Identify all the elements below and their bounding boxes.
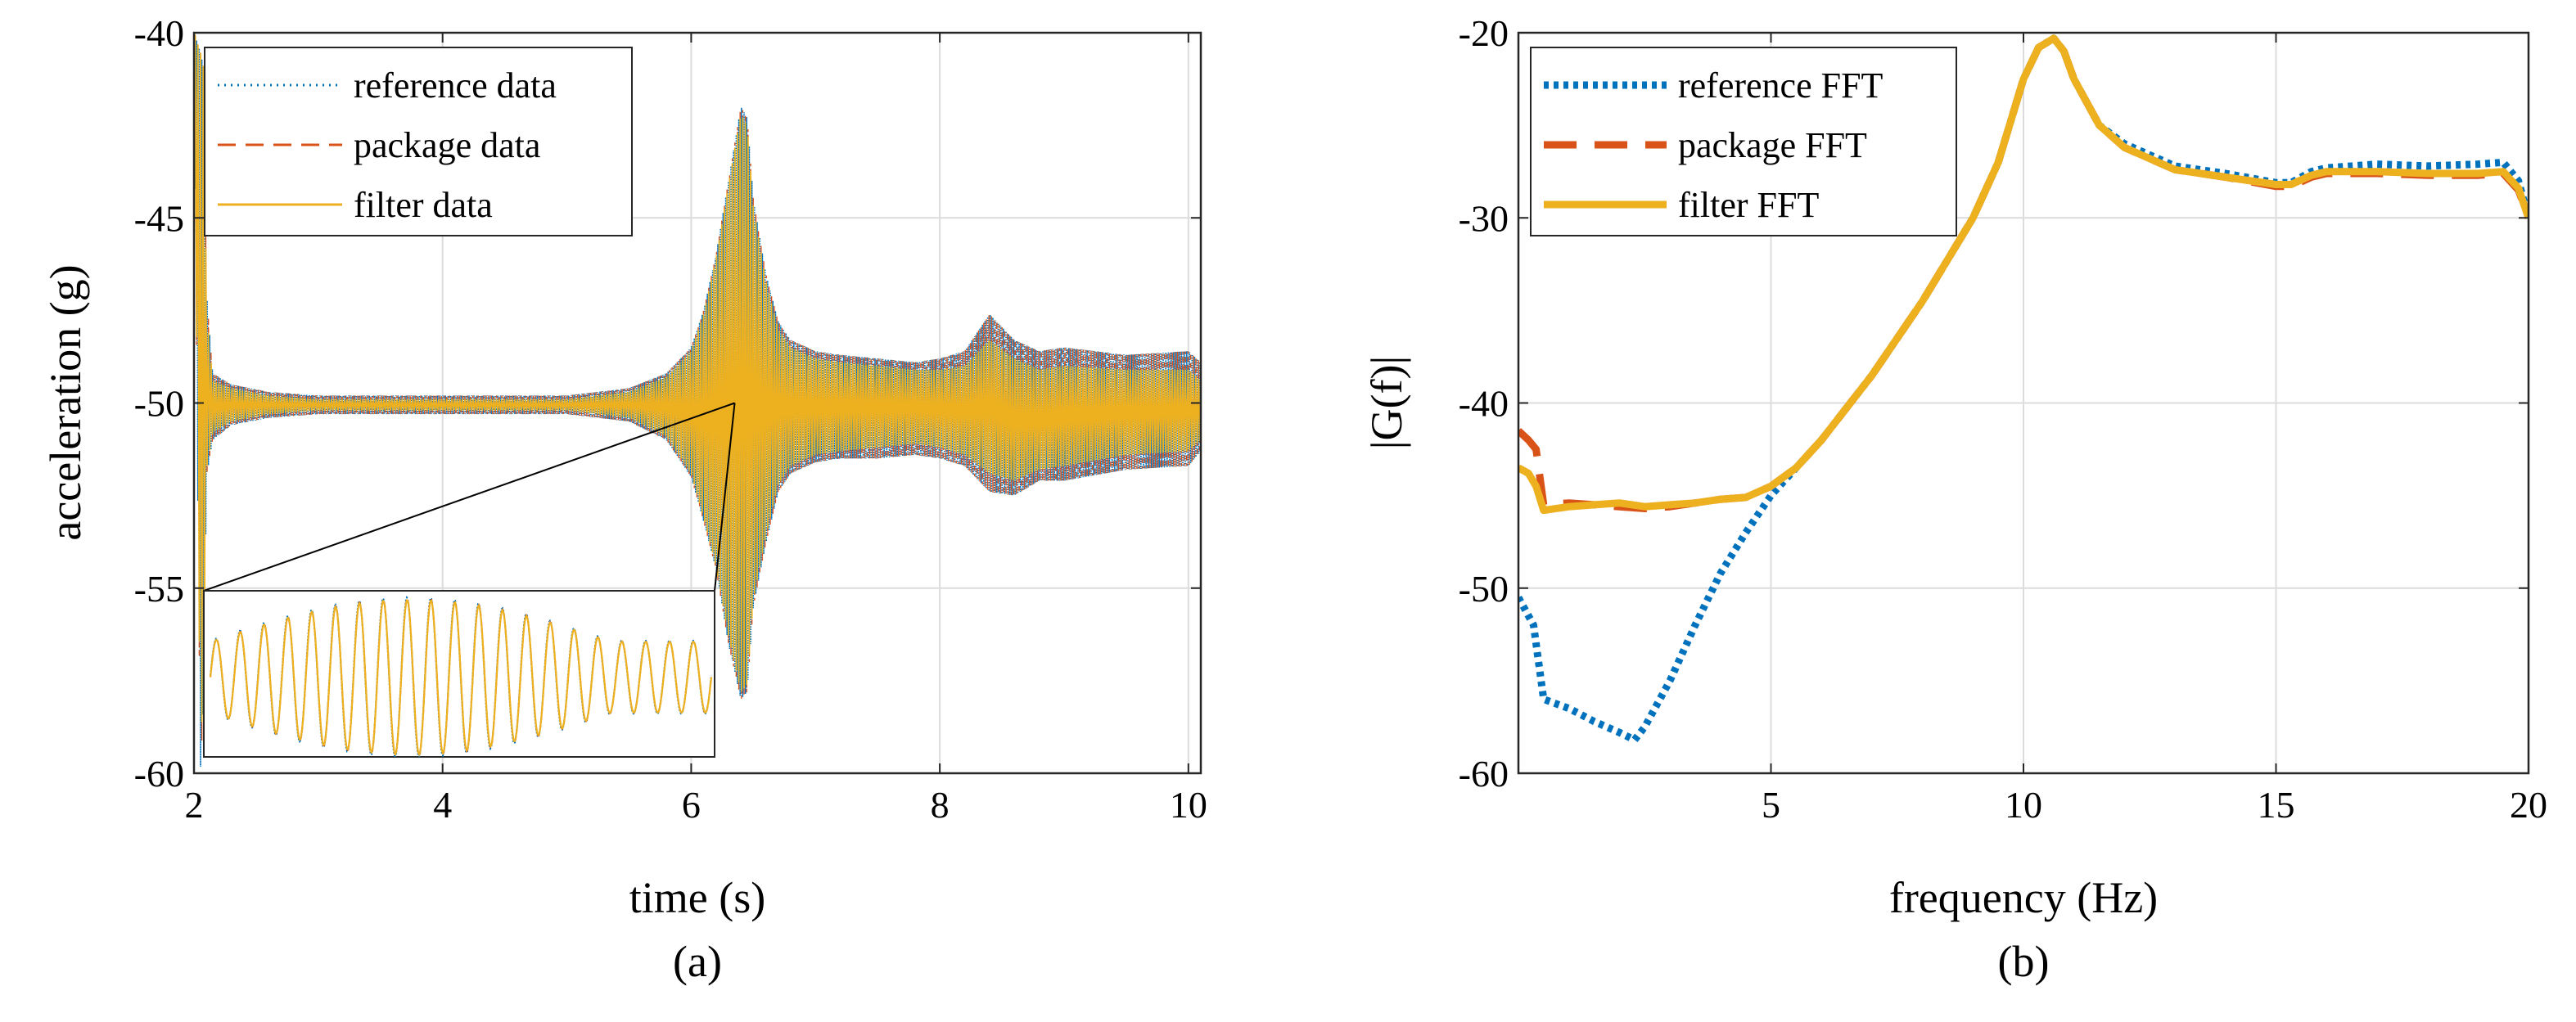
series-reference-data: [194, 33, 1201, 767]
chart-a-ytick-label: -60: [134, 753, 184, 795]
chart-a-data: [194, 33, 1201, 767]
chart-a-xtick-label: 4: [433, 784, 452, 826]
chart-a-ylabel: acceleration (g): [41, 264, 90, 540]
chart-b-ticks: 5 10 15 20 -60 -50 -40 -30 -20: [1459, 12, 2547, 826]
chart-a-zoom-lines: [203, 402, 736, 592]
chart-b-ytick-label: -50: [1459, 568, 1509, 610]
chart-a-xlabel: time (s): [629, 873, 765, 922]
chart-a-panel-label: (a): [673, 937, 722, 986]
chart-a-ytick-label: -45: [134, 197, 184, 239]
chart-b-ytick-label: -60: [1459, 753, 1509, 795]
chart-b-legend: reference FFT package FFT filter FFT: [1530, 47, 1957, 236]
chart-a-xtick-label: 6: [682, 784, 701, 826]
chart-b-xtick-label: 5: [1762, 784, 1780, 826]
chart-a: 2 4 6 8 10 -60 -55 -50 -45 -40 reference data pac…: [41, 12, 1207, 986]
chart-b-ytick-label: -40: [1459, 383, 1509, 425]
chart-a-ytick-label: -55: [134, 568, 184, 610]
chart-b-ytick-label: -20: [1459, 12, 1509, 54]
zoom-line-left: [203, 402, 735, 592]
chart-b-xlabel: frequency (Hz): [1889, 873, 2158, 922]
inset-box: [203, 590, 715, 758]
legend-label-package: package FFT: [1678, 125, 1867, 165]
chart-a-inset: [203, 590, 715, 758]
chart-b-panel-label: (b): [1998, 937, 2050, 986]
chart-b-ylabel: |G(f)|: [1362, 356, 1411, 450]
chart-a-legend: reference data package data filter data: [204, 47, 633, 236]
legend-label-reference: reference FFT: [1678, 65, 1884, 106]
chart-a-ytick-label: -40: [134, 12, 184, 54]
series-package-data: [194, 33, 1201, 741]
chart-b: 5 10 15 20 -60 -50 -40 -30 -20 reference FFT pac…: [1362, 12, 2547, 986]
legend-label-filter: filter FFT: [1678, 185, 1819, 225]
inset-data: [209, 595, 713, 757]
legend-label-filter: filter data: [354, 185, 493, 225]
legend-label-reference: reference data: [354, 65, 557, 106]
chart-a-xtick-label: 8: [931, 784, 950, 826]
chart-b-xtick-label: 20: [2510, 784, 2547, 826]
chart-b-xtick-label: 10: [2005, 784, 2042, 826]
chart-b-ytick-label: -30: [1459, 197, 1509, 239]
inset-series-filter: [209, 599, 713, 757]
chart-a-xtick-label: 2: [185, 784, 204, 826]
chart-b-data: [1518, 34, 2529, 744]
chart-b-xtick-label: 15: [2258, 784, 2295, 826]
legend-label-package: package data: [354, 125, 540, 165]
series-filter-fft: [1518, 34, 2529, 515]
series-filter-data: [194, 33, 1201, 723]
chart-a-xtick-label: 10: [1170, 784, 1207, 826]
zoom-line-right: [714, 403, 736, 592]
chart-a-ticks: 2 4 6 8 10 -60 -55 -50 -45 -40: [134, 12, 1207, 826]
chart-a-ytick-label: -50: [134, 383, 184, 425]
